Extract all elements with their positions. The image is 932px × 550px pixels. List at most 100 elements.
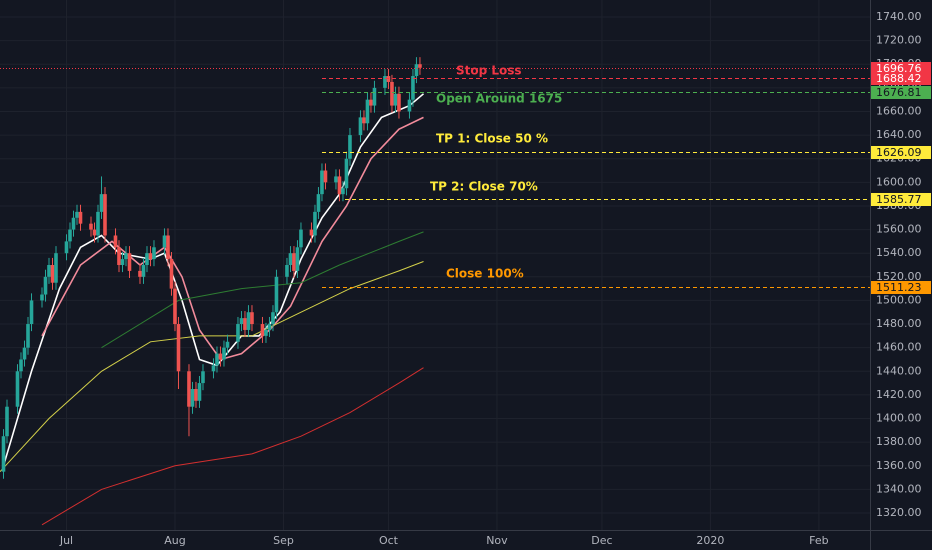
level-tag	[871, 193, 931, 206]
candle-body	[288, 253, 293, 265]
candle-body	[54, 253, 58, 283]
moving-average-line	[101, 231, 424, 349]
candle-body	[89, 223, 93, 230]
candle-body	[78, 211, 83, 224]
candle-body	[201, 371, 205, 384]
annotation: TP 1: Close 50 %	[436, 132, 548, 146]
annotation: Stop Loss	[456, 64, 522, 78]
candle-body	[418, 64, 422, 68]
candle-body	[414, 64, 419, 77]
annotation: Open Around 1675	[436, 92, 562, 106]
level-tag	[871, 146, 931, 159]
candle-body	[295, 247, 300, 271]
candle-body	[246, 312, 251, 330]
candle-body	[96, 211, 100, 236]
candle-body	[386, 76, 391, 82]
y-tick-label: 1660.00	[876, 104, 922, 117]
candle-body	[264, 329, 268, 336]
level-tag-label: 1511.23	[876, 281, 922, 294]
candle-body	[285, 265, 289, 277]
candle-body	[243, 318, 247, 330]
annotation: Close 100%	[446, 267, 524, 281]
level-tag-label: 1626.09	[876, 146, 922, 159]
level-tag-label: 1585.77	[876, 193, 922, 206]
candle-body	[68, 229, 72, 242]
candle-body	[124, 253, 128, 260]
candle-body	[15, 371, 20, 407]
candle-body	[43, 276, 48, 295]
grid	[0, 0, 870, 530]
candle-body	[267, 324, 272, 330]
annotation: TP 2: Close 70%	[430, 180, 538, 194]
candle-body	[120, 259, 125, 265]
level-tag-label: 1688.42	[876, 72, 922, 85]
y-tick-label: 1520.00	[876, 270, 922, 283]
candle-body	[397, 93, 401, 112]
candle-body	[316, 194, 321, 212]
plot: Stop Loss Open Around 1675 TP 1: Close 50 …	[0, 57, 870, 526]
candle-body	[1, 436, 6, 472]
candle-body	[103, 194, 107, 236]
candle-body	[250, 312, 254, 325]
candle-body	[407, 99, 412, 112]
candle-body	[152, 247, 156, 260]
y-tick-label: 1740.00	[876, 10, 922, 23]
candle-body	[138, 270, 142, 277]
candle-body	[260, 324, 265, 336]
candle-body	[187, 371, 191, 407]
y-tick-label: 1340.00	[876, 482, 922, 495]
candle-body	[337, 176, 342, 195]
candle-body	[40, 294, 44, 301]
candle-body	[365, 99, 370, 124]
candle-body	[334, 176, 338, 183]
y-tick-label: 1320.00	[876, 506, 922, 519]
candle-body	[299, 229, 303, 248]
candle-body	[358, 117, 363, 136]
candle-body	[92, 229, 97, 236]
moving-average-line	[2, 93, 425, 467]
candle-body	[390, 81, 394, 106]
candle-body	[197, 383, 202, 401]
y-tick-label: 1380.00	[876, 435, 922, 448]
y-tick-label: 1560.00	[876, 223, 922, 236]
candle-body	[22, 347, 27, 360]
candle-body	[292, 253, 296, 271]
candle-body	[362, 117, 366, 124]
candle-body	[75, 211, 79, 218]
level-tag	[871, 72, 931, 85]
candle-body	[274, 276, 279, 313]
candle-body	[320, 170, 324, 195]
y-tick-label: 1600.00	[876, 175, 922, 188]
candle-body	[348, 135, 352, 159]
y-tick-label: 1480.00	[876, 317, 922, 330]
candle-body	[344, 158, 349, 189]
candle-body	[215, 353, 219, 366]
candle-body	[113, 235, 118, 248]
candle-body	[194, 388, 198, 401]
candle-body	[323, 170, 328, 183]
candle-body	[411, 76, 415, 100]
level-tag-label: 1676.81	[876, 86, 922, 99]
y-tick-label: 1440.00	[876, 364, 922, 377]
candle-body	[369, 99, 373, 106]
level-tag	[871, 281, 931, 294]
axes: 1320.00 1340.00 1360.00 1380.00 1400.00 1420.…	[59, 10, 931, 547]
candle-body	[393, 93, 398, 106]
candle-body	[50, 265, 55, 283]
candle-body	[372, 87, 377, 106]
level-tag-label: 1696.76	[876, 62, 922, 75]
candle-body	[313, 211, 317, 236]
level-tag	[871, 86, 931, 99]
candle-body	[176, 324, 181, 372]
candle-body	[225, 341, 230, 348]
x-tick-label: Oct	[379, 534, 399, 547]
y-tick-label: 1420.00	[876, 388, 922, 401]
y-tick-label: 1640.00	[876, 128, 922, 141]
y-tick-label: 1500.00	[876, 293, 922, 306]
moving-average-line	[0, 261, 424, 473]
candle-body	[383, 76, 387, 88]
candle-body	[211, 365, 216, 372]
candle-body	[141, 265, 146, 277]
y-tick-label: 1540.00	[876, 246, 922, 259]
